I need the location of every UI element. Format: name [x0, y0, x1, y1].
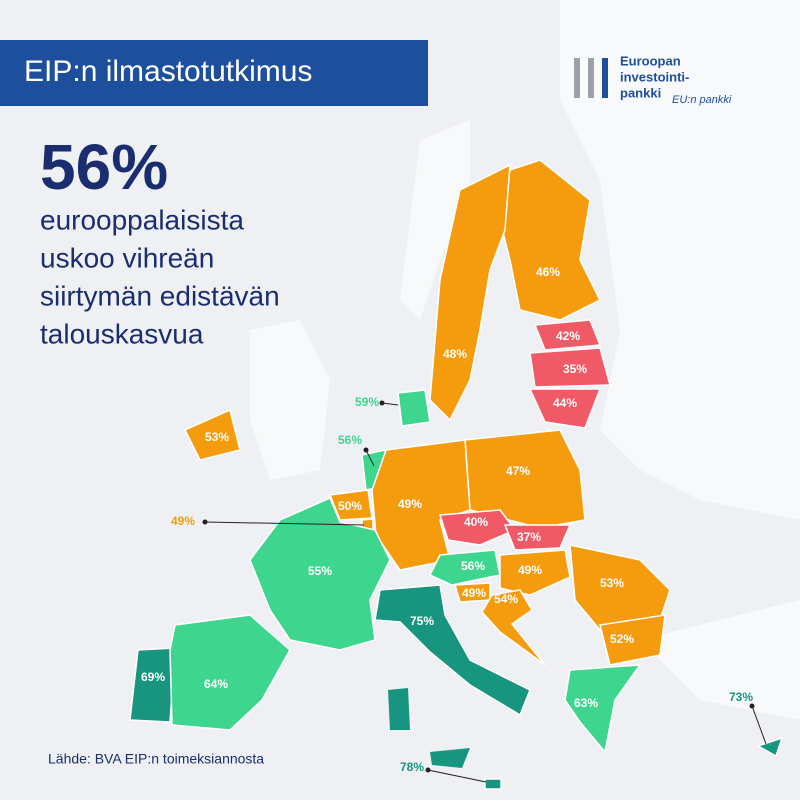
leader-dot: [749, 703, 755, 709]
region-label: 63%: [574, 696, 598, 710]
leader-line: [204, 521, 365, 526]
land-britain: [250, 320, 330, 480]
region: [429, 163, 511, 422]
non-eu-land: [250, 0, 800, 720]
leader-line: [427, 769, 487, 783]
region: [564, 664, 642, 754]
region: [438, 509, 517, 546]
land-east: [560, 0, 800, 520]
region-label: 50%: [338, 499, 362, 513]
region-label: 47%: [506, 464, 530, 478]
land-norway: [400, 120, 470, 320]
title-bar: [0, 40, 428, 106]
region-label: 75%: [410, 614, 434, 628]
region-label: 69%: [141, 670, 165, 684]
region-label: 48%: [443, 347, 467, 361]
logo: Euroopan investointi- pankki EU:n pankki: [574, 53, 732, 106]
region-label: 56%: [461, 559, 485, 573]
leader-line: [365, 449, 375, 467]
region-label: 73%: [729, 690, 753, 704]
region-label: 49%: [518, 563, 542, 577]
region: [499, 159, 602, 321]
region: [481, 589, 546, 666]
region-label: 46%: [536, 265, 560, 279]
region-label: 37%: [517, 530, 541, 544]
island: [388, 688, 410, 730]
island: [430, 748, 470, 768]
leader-line: [751, 705, 767, 745]
leader-dot: [363, 447, 369, 453]
logo-text: pankki: [620, 85, 661, 100]
region-label: 56%: [338, 433, 362, 447]
land-turkey: [640, 600, 800, 720]
region: [533, 319, 602, 351]
headline-value: 56%: [40, 131, 168, 203]
region-label: 78%: [400, 760, 424, 774]
region: [499, 549, 571, 596]
region: [428, 549, 501, 586]
leader-dot: [379, 400, 385, 406]
region: [397, 389, 431, 427]
region: [599, 614, 666, 666]
leader-line: [381, 402, 399, 406]
region: [374, 584, 531, 717]
region: [249, 497, 391, 651]
source: Lähde: BVA EIP:n toimeksiannosta: [48, 751, 264, 767]
region-label: 54%: [494, 592, 518, 606]
region-label: 53%: [205, 430, 229, 444]
region: [169, 614, 291, 731]
title: EIP:n ilmastotutkimus: [24, 55, 312, 88]
region-label: 49%: [171, 514, 195, 528]
headline-line: siirtymän edistävän: [40, 280, 280, 311]
region-label: 42%: [556, 329, 580, 343]
region-label: 64%: [204, 677, 228, 691]
region-label: 35%: [563, 362, 587, 376]
region: [129, 647, 176, 723]
region-label: 59%: [355, 395, 379, 409]
region: [529, 347, 611, 388]
region: [484, 778, 502, 790]
region: [756, 736, 784, 758]
region-label: 53%: [600, 576, 624, 590]
logo-bar: [574, 58, 580, 98]
region-label: 55%: [308, 564, 332, 578]
region-label: 49%: [462, 586, 486, 600]
region: [183, 408, 241, 461]
headline-line: talouskasvua: [40, 318, 204, 349]
region-label: 49%: [398, 497, 422, 511]
logo-tagline: EU:n pankki: [672, 94, 732, 106]
leader-dot: [425, 767, 431, 773]
leader-dot: [202, 519, 208, 525]
map: [129, 159, 784, 790]
logo-bar: [588, 58, 594, 98]
region: [528, 388, 602, 429]
region: [503, 524, 572, 551]
region-label: 40%: [464, 515, 488, 529]
map-labels: 46% 48% 42% 35% 44% 59% 53% 56% 47% 49% 50% 49% 40% 3…: [141, 265, 767, 783]
region-label: 44%: [553, 396, 577, 410]
headline-line: eurooppalaisista: [40, 204, 244, 235]
region: [328, 489, 373, 521]
logo-bar: [602, 58, 608, 98]
logo-text: investointi-: [620, 69, 689, 84]
headline-line: uskoo vihreän: [40, 242, 214, 273]
logo-text: Euroopan: [620, 53, 681, 68]
region-label: 52%: [610, 632, 634, 646]
